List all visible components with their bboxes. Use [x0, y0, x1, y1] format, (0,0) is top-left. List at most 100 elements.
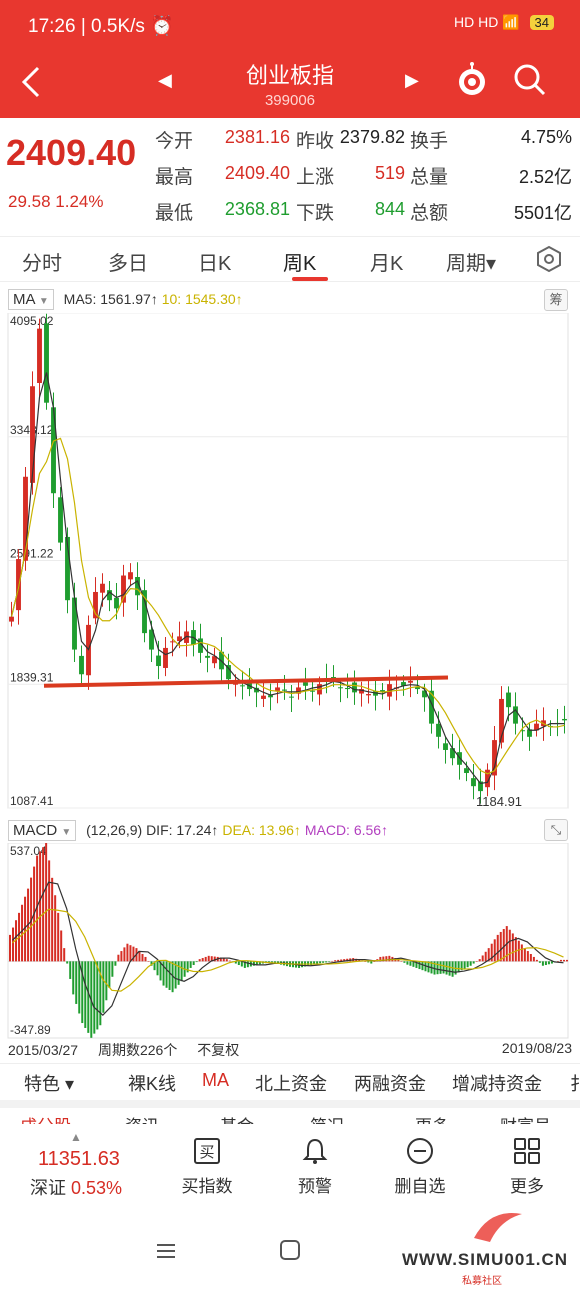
hexagon-settings-icon[interactable] [535, 245, 563, 273]
candle-body [436, 723, 441, 737]
indicator-tab[interactable]: 扌 [570, 1074, 580, 1094]
macd-bar [319, 961, 322, 964]
collapse-arrow-icon[interactable]: ▲ [70, 1130, 82, 1144]
search-icon[interactable] [512, 62, 548, 98]
minus-circle-icon [405, 1136, 435, 1166]
prev-stock-icon[interactable]: ◀ [158, 70, 172, 90]
price-tick-label: 4095.02 [10, 314, 54, 328]
chip-distribution-button[interactable]: 筹 [544, 289, 568, 311]
macd-bar [346, 958, 349, 962]
macd-bar [225, 959, 228, 962]
macd-bar [475, 961, 478, 962]
macd-bar [490, 943, 493, 962]
macd-bar [388, 955, 391, 962]
period-tab[interactable]: 日K [198, 253, 232, 275]
ma-type-dropdown[interactable]: MA ▼ [8, 289, 54, 310]
macd-bar [406, 961, 409, 965]
macd-bar [219, 957, 222, 962]
peek-tab[interactable]: 简况 [310, 1112, 344, 1124]
macd-bar [144, 956, 147, 962]
macd-bar [159, 961, 162, 981]
macd-type-label: MACD [13, 822, 58, 839]
peek-tab[interactable]: 成分股 [20, 1112, 71, 1124]
period-tab[interactable]: 分时 [22, 253, 62, 275]
macd-bar [421, 961, 424, 971]
period-tab[interactable]: 周K [283, 253, 317, 275]
macd-bar [313, 961, 316, 965]
macd-bar [42, 847, 45, 962]
indicator-tab[interactable]: 裸K线 [128, 1074, 177, 1094]
candle-body [142, 590, 147, 634]
next-stock-icon[interactable]: ▶ [405, 70, 419, 90]
indicator-tab[interactable]: 两融资金 [354, 1074, 426, 1094]
candle-body [93, 591, 98, 619]
market-index[interactable]: 深证 0.53% [30, 1174, 122, 1200]
page-title: 创业板指 [245, 63, 334, 88]
macd-bar [162, 961, 165, 986]
candle-body [296, 687, 301, 694]
candle-body [58, 497, 63, 543]
candle-body [282, 689, 287, 691]
macd-bar [102, 961, 105, 1013]
macd-bar [484, 951, 487, 962]
action-button[interactable]: 删自选 [375, 1136, 465, 1197]
action-button[interactable]: 预警 [270, 1136, 360, 1197]
kline-chart-area[interactable]: MA ▼ MA5: 1561.97↑ 10: 1545.30↑ 筹 4095.0… [0, 283, 580, 1063]
menu-icon[interactable] [155, 1240, 177, 1267]
macd-bar [111, 961, 114, 977]
macd-bar [207, 955, 210, 962]
macd-bar [328, 961, 331, 962]
back-icon[interactable] [18, 62, 52, 102]
macd-bar [189, 961, 192, 968]
stock-code: 399006 [264, 92, 316, 109]
macd-bar [138, 951, 141, 962]
macd-bar [201, 958, 204, 962]
macd-bar [487, 948, 490, 962]
macd-bar [48, 860, 51, 962]
macd-bar [156, 961, 159, 976]
candle-body [16, 559, 21, 611]
robot-assistant-icon[interactable] [454, 62, 490, 98]
macd-bar [210, 956, 213, 962]
peek-tab[interactable]: 资讯 [125, 1112, 159, 1124]
peek-tab[interactable]: 更多 [415, 1112, 449, 1124]
macd-type-dropdown[interactable]: MACD ▼ [8, 820, 77, 841]
home-icon[interactable] [279, 1239, 301, 1266]
macd-bar [165, 961, 168, 988]
period-tab[interactable]: 月K [370, 253, 404, 275]
candle-body [23, 476, 28, 561]
macd-bar [117, 954, 120, 962]
ma5-value: MA5: 1561.97↑ [63, 291, 158, 307]
candle-body [401, 682, 406, 686]
candle-body [121, 575, 126, 603]
indicator-tab[interactable]: MA [202, 1070, 229, 1090]
candle-body [37, 328, 42, 383]
low-price-label: 1184.91 [476, 794, 522, 809]
action-button[interactable]: 买买指数 [162, 1136, 252, 1197]
period-tab[interactable]: 多日 [108, 253, 148, 275]
peek-tab[interactable]: 财富号 [500, 1112, 551, 1124]
ma-indicator-row: MA ▼ MA5: 1561.97↑ 10: 1545.30↑ [8, 289, 243, 310]
indicator-tab[interactable]: 北上资金 [255, 1074, 327, 1094]
macd-bar [24, 896, 27, 962]
peek-tab[interactable]: 基金 [220, 1112, 254, 1124]
expand-icon[interactable]: ⤡ [544, 819, 568, 841]
indicator-tab[interactable]: 特色 ▾ [24, 1074, 75, 1094]
macd-bar [72, 961, 75, 995]
action-button[interactable]: 更多 [482, 1136, 572, 1197]
macd-bar [213, 956, 216, 962]
candle-body [534, 723, 539, 731]
market-index-value[interactable]: 11351.63 [38, 1148, 120, 1170]
macd-bar [529, 953, 532, 962]
last-price: 2409.40 [6, 132, 137, 173]
indicator-tab[interactable]: 增减持资金 [452, 1074, 542, 1094]
macd-bar [523, 948, 526, 962]
period-tab[interactable]: 周期▾ [446, 253, 497, 275]
quote-value: 2368.81 [224, 199, 290, 219]
macd-bar [316, 961, 319, 964]
macd-bar [325, 961, 328, 963]
candle-body [9, 616, 14, 622]
quote-label: 换手 [410, 131, 449, 152]
candle-body [163, 647, 168, 668]
macd-bar [409, 961, 412, 966]
